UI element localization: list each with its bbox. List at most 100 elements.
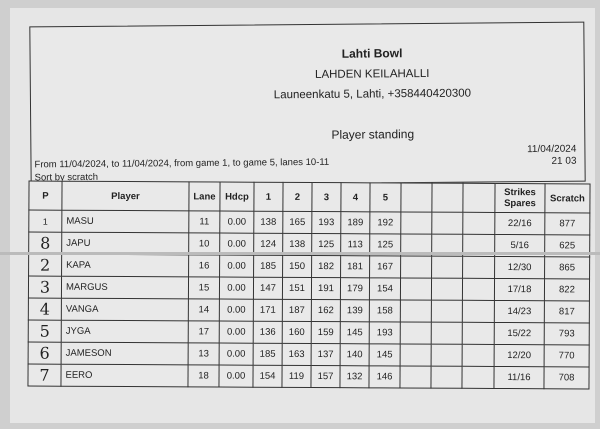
game-2-cell: 151 bbox=[282, 277, 312, 300]
empty-cell bbox=[400, 299, 432, 323]
position-cell: 1 bbox=[28, 210, 62, 233]
position-cell: 8 bbox=[28, 232, 62, 255]
paper-fold bbox=[0, 252, 600, 255]
game-5-cell: 146 bbox=[368, 365, 401, 388]
game-3-cell: 159 bbox=[311, 321, 341, 344]
player-cell: KAPA bbox=[61, 254, 189, 277]
header-row: P Player Lane Hdcp 1 2 3 4 5 Strikes Spares Scratc… bbox=[28, 181, 591, 213]
empty-cell bbox=[462, 300, 495, 323]
strikes-spares-cell: 11/16 bbox=[493, 366, 545, 389]
column-header: 3 bbox=[311, 182, 342, 212]
empty-cell bbox=[430, 366, 463, 389]
empty-cell bbox=[462, 278, 495, 301]
column-header: 1 bbox=[253, 182, 284, 212]
empty-cell bbox=[431, 322, 463, 345]
hdcp-cell: 0.00 bbox=[219, 277, 254, 300]
position-cell: 5 bbox=[28, 320, 62, 343]
empty-cell bbox=[431, 344, 463, 367]
game-4-cell: 145 bbox=[340, 321, 370, 344]
table-row: 7 EERO 18 0.00 154 119 157 132 146 11/16 708 bbox=[27, 364, 590, 389]
game-5-cell: 167 bbox=[369, 255, 401, 278]
position-cell: 3 bbox=[28, 276, 62, 299]
game-4-cell: 181 bbox=[340, 255, 370, 278]
player-cell: EERO bbox=[60, 364, 189, 387]
scratch-cell: 817 bbox=[544, 300, 590, 323]
scratch-cell: 877 bbox=[544, 212, 590, 235]
lane-cell: 16 bbox=[188, 254, 220, 278]
scratch-cell: 822 bbox=[544, 278, 590, 301]
column-header: P bbox=[28, 181, 63, 211]
column-header: Hdcp bbox=[219, 182, 255, 212]
game-2-cell: 187 bbox=[282, 299, 312, 322]
game-3-cell: 182 bbox=[311, 255, 341, 278]
column-header: 5 bbox=[369, 182, 402, 212]
player-cell: JAMESON bbox=[61, 342, 189, 365]
hdcp-cell: 0.00 bbox=[219, 211, 254, 234]
game-2-cell: 150 bbox=[282, 255, 312, 278]
position-cell: 7 bbox=[27, 364, 62, 387]
scratch-cell: 793 bbox=[544, 322, 590, 345]
player-cell: VANGA bbox=[61, 298, 189, 321]
player-cell: JYGA bbox=[61, 320, 189, 343]
hdcp-cell: 0.00 bbox=[219, 255, 254, 278]
report-header: Lahti Bowl LAHDEN KEILAHALLI Launeenkatu… bbox=[29, 21, 586, 187]
lane-cell: 18 bbox=[187, 364, 220, 388]
game-1-cell: 185 bbox=[253, 255, 283, 278]
position-cell: 4 bbox=[28, 298, 62, 321]
player-cell: MARGUS bbox=[61, 276, 189, 299]
hdcp-cell: 0.00 bbox=[219, 299, 254, 322]
game-1-cell: 147 bbox=[253, 277, 283, 300]
table-row: 2 KAPA 16 0.00 185 150 182 181 167 12/30 865 bbox=[28, 254, 590, 279]
lane-cell: 15 bbox=[188, 276, 220, 300]
scratch-cell: 708 bbox=[543, 366, 590, 389]
game-5-cell: 193 bbox=[369, 321, 401, 344]
empty-cell bbox=[400, 211, 432, 235]
strikes-spares-cell: 12/20 bbox=[494, 344, 545, 367]
position-cell: 2 bbox=[28, 254, 62, 277]
empty-cell bbox=[461, 366, 495, 389]
column-header: Strikes Spares bbox=[494, 183, 546, 213]
empty-cell bbox=[462, 322, 495, 345]
lane-cell: 13 bbox=[188, 342, 220, 366]
game-1-cell: 136 bbox=[253, 321, 283, 344]
report-range: From 11/04/2024, to 11/04/2024, from gam… bbox=[34, 156, 330, 171]
venue-subtitle: LAHDEN KEILAHALLI bbox=[314, 67, 430, 81]
game-5-cell: 145 bbox=[369, 343, 401, 366]
hdcp-cell: 0.00 bbox=[218, 365, 254, 388]
empty-cell bbox=[431, 300, 463, 323]
report-title: Player standing bbox=[331, 127, 415, 142]
column-header bbox=[462, 183, 496, 213]
game-3-cell: 193 bbox=[311, 211, 341, 234]
game-3-cell: 162 bbox=[311, 299, 341, 322]
empty-cell bbox=[399, 365, 432, 389]
game-2-cell: 165 bbox=[282, 211, 312, 234]
column-header bbox=[400, 182, 433, 213]
venue-address: Launeenkatu 5, Lahti, +358440420300 bbox=[273, 87, 472, 102]
game-2-cell: 160 bbox=[282, 321, 312, 344]
column-header: Lane bbox=[188, 181, 221, 212]
empty-cell bbox=[462, 212, 495, 235]
empty-cell bbox=[431, 256, 463, 279]
column-header: 4 bbox=[340, 182, 371, 212]
game-2-cell: 163 bbox=[282, 343, 312, 366]
lane-cell: 11 bbox=[188, 210, 220, 234]
game-4-cell: 140 bbox=[340, 343, 370, 366]
strikes-spares-cell: 15/22 bbox=[494, 322, 545, 345]
game-5-cell: 154 bbox=[369, 277, 401, 300]
game-3-cell: 137 bbox=[311, 343, 341, 366]
report-datetime: 11/04/2024 21 03 bbox=[527, 144, 577, 168]
game-3-cell: 157 bbox=[310, 365, 341, 388]
lane-cell: 17 bbox=[188, 320, 220, 344]
empty-cell bbox=[431, 212, 463, 235]
hdcp-cell: 0.00 bbox=[219, 321, 254, 344]
player-cell: MASU bbox=[61, 210, 189, 233]
scratch-cell: 770 bbox=[544, 344, 590, 367]
lane-cell: 14 bbox=[188, 298, 220, 322]
hdcp-cell: 0.00 bbox=[219, 343, 254, 366]
column-header bbox=[431, 183, 464, 213]
table-row: 6 JAMESON 13 0.00 185 163 137 140 145 12/20 770 bbox=[28, 342, 590, 367]
empty-cell bbox=[400, 277, 432, 301]
column-header: 2 bbox=[282, 182, 313, 212]
empty-cell bbox=[400, 321, 432, 345]
empty-cell bbox=[431, 278, 463, 301]
